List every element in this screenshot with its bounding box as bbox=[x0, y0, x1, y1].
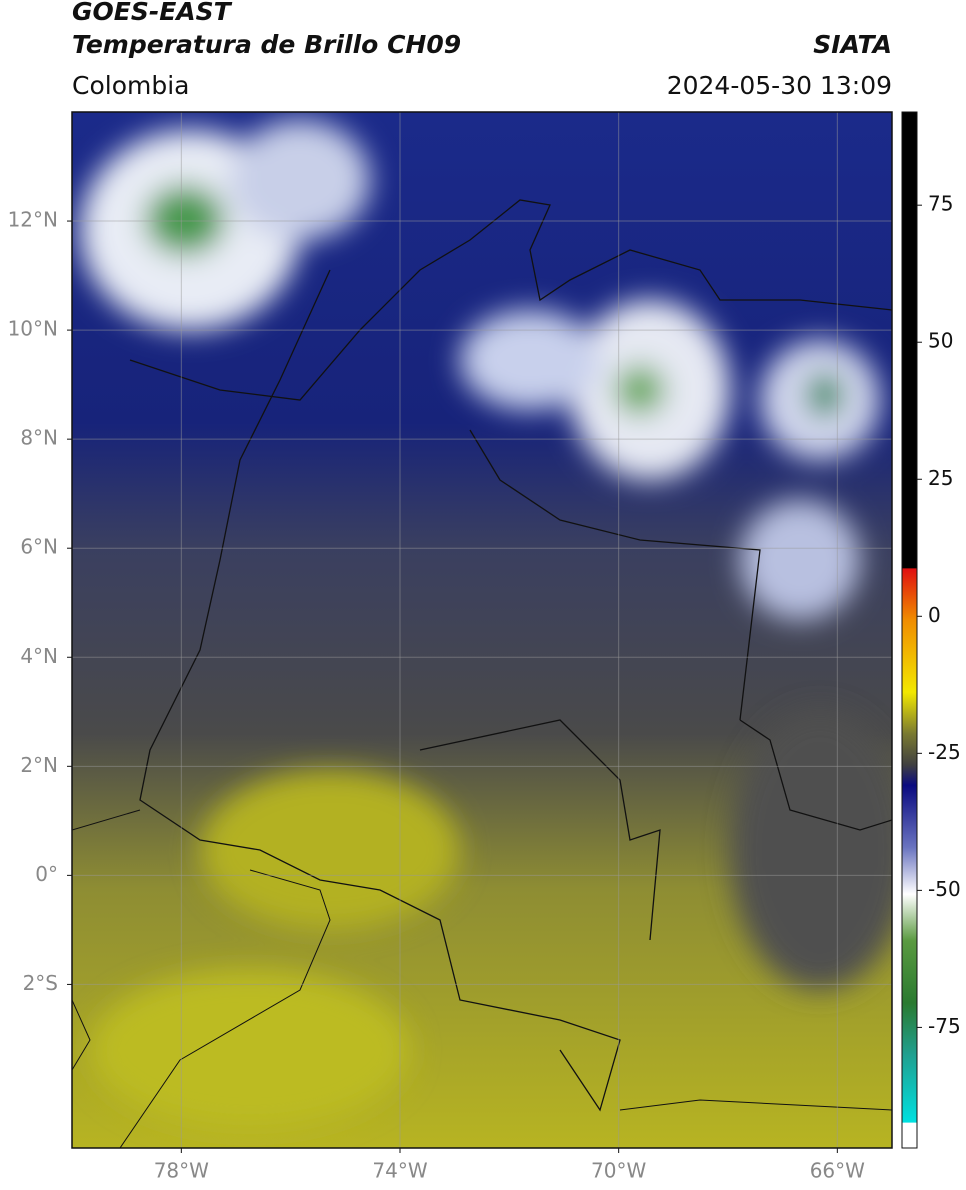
colorbar-tick-label: -25 bbox=[928, 740, 961, 764]
map-image bbox=[72, 112, 892, 1148]
lat-tick-label: 4°N bbox=[20, 644, 58, 668]
title: GOES-EAST bbox=[72, 0, 233, 26]
lat-tick-label: 12°N bbox=[8, 208, 58, 232]
lon-tick-label: 78°W bbox=[154, 1159, 209, 1183]
colorbar-tick-label: 75 bbox=[928, 192, 953, 216]
colorbar-tick-label: 25 bbox=[928, 466, 953, 490]
colorbar-tick-label: -75 bbox=[928, 1014, 961, 1038]
lat-tick-label: 0° bbox=[35, 862, 58, 886]
map-frame bbox=[71, 111, 893, 1149]
lon-tick-label: 66°W bbox=[810, 1159, 865, 1183]
region: Colombia bbox=[72, 71, 189, 100]
lat-tick-label: 2°S bbox=[23, 971, 58, 995]
lon-tick-label: 70°W bbox=[591, 1159, 646, 1183]
subtitle: Temperatura de Brillo CH09 bbox=[72, 30, 461, 59]
colorbar-tick-label: -50 bbox=[928, 877, 961, 901]
cloud-layer bbox=[80, 120, 892, 1130]
lat-tick-label: 6°N bbox=[20, 535, 58, 559]
timestamp: 2024-05-30 13:09 bbox=[667, 71, 892, 100]
lat-tick-label: 2°N bbox=[20, 753, 58, 777]
coastline bbox=[72, 809, 892, 1148]
graticule bbox=[72, 112, 892, 1148]
borders bbox=[129, 199, 892, 1112]
colorbar bbox=[901, 111, 918, 1149]
lat-tick-label: 8°N bbox=[20, 426, 58, 450]
lon-tick-label: 74°W bbox=[372, 1159, 427, 1183]
colorbar-tick-label: 50 bbox=[928, 329, 953, 353]
colorbar-tick-label: 0 bbox=[928, 603, 941, 627]
source: SIATA bbox=[813, 30, 892, 59]
lat-tick-label: 10°N bbox=[8, 317, 58, 341]
